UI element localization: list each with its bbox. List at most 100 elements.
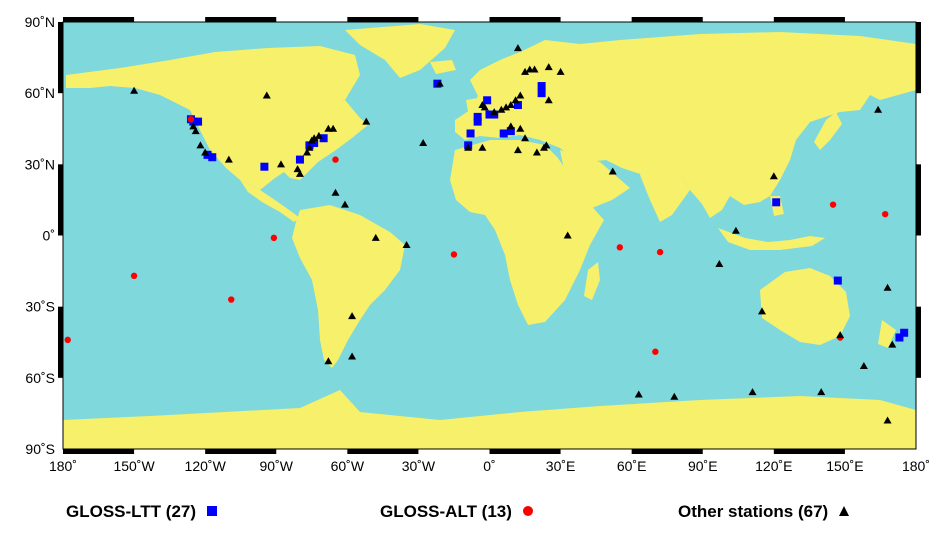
ltt-station-marker <box>772 198 781 207</box>
other-station-marker <box>419 138 428 146</box>
australia <box>760 268 850 345</box>
other-station-marker <box>276 160 285 168</box>
other-station-marker <box>757 307 766 315</box>
frame-bar <box>63 449 135 454</box>
alt-station-marker <box>881 210 889 218</box>
other-station-marker <box>608 167 617 175</box>
other-station-marker <box>731 226 740 234</box>
legend-other-label: Other stations (67) <box>678 502 829 521</box>
lon-label: 90˚W <box>260 458 294 474</box>
ltt-station-marker <box>295 155 304 164</box>
latitude-labels: 90˚N 60˚N 30˚N 0˚ 30˚S 60˚S 90˚S <box>25 14 55 457</box>
lon-label: 180˚ <box>902 458 930 474</box>
frame-bar <box>773 449 845 454</box>
lat-label: 30˚N <box>25 156 55 172</box>
frame-bar <box>347 17 419 22</box>
lat-label: 90˚N <box>25 14 55 30</box>
legend-other: Other stations (67) <box>678 502 850 522</box>
other-station-marker <box>331 188 340 196</box>
other-station-marker <box>836 331 845 339</box>
south-america <box>292 205 405 368</box>
black-triangle-icon <box>838 502 850 522</box>
ltt-station-marker <box>208 153 217 162</box>
ltt-station-marker <box>513 101 522 110</box>
lon-label: 0˚ <box>483 458 495 474</box>
alt-station-marker <box>450 251 458 258</box>
other-station-marker <box>888 340 897 348</box>
other-station-marker <box>670 392 679 400</box>
land-masses <box>63 24 916 449</box>
alt-station-marker <box>616 244 624 251</box>
lat-label: 0˚ <box>43 228 55 244</box>
other-station-marker <box>348 312 357 320</box>
frame-bar <box>205 17 277 22</box>
india <box>640 175 690 222</box>
other-station-marker <box>310 134 319 142</box>
other-station-marker <box>362 117 371 125</box>
other-station-marker <box>874 105 883 113</box>
lon-label: 30˚E <box>546 458 576 474</box>
japan <box>814 112 842 150</box>
alt-station-marker <box>64 336 71 344</box>
frame-bar <box>58 306 63 378</box>
frame-bar <box>631 17 703 22</box>
frame-bar <box>63 17 135 22</box>
other-station-marker <box>817 388 826 396</box>
legend-alt-label: GLOSS-ALT (13) <box>380 502 512 521</box>
other-station-marker <box>521 67 530 75</box>
ltt-station-marker <box>499 129 508 138</box>
other-station-marker <box>883 416 892 424</box>
frame-bar <box>347 449 419 454</box>
frame-bar <box>916 22 921 94</box>
africa <box>450 140 604 325</box>
other-station-marker <box>305 143 314 151</box>
alt-station-marker <box>656 248 664 256</box>
lat-label: 60˚N <box>25 85 55 101</box>
other-station-marker <box>542 141 551 149</box>
other-station-marker <box>314 131 323 139</box>
other-station-marker <box>634 390 643 398</box>
other-station-marker <box>532 148 541 156</box>
other-station-marker <box>130 86 139 94</box>
other-station-marker <box>191 127 200 135</box>
frame-bar <box>58 22 63 94</box>
lon-label: 120˚W <box>185 458 227 474</box>
lon-label: 60˚W <box>331 458 365 474</box>
other-station-marker <box>521 134 530 142</box>
lat-label: 90˚S <box>25 441 55 457</box>
other-station-marker <box>859 361 868 369</box>
ltt-station-marker <box>260 162 269 171</box>
legend-ltt: GLOSS-LTT (27) <box>66 502 218 522</box>
other-station-marker <box>506 122 515 130</box>
lon-label: 180˚ <box>49 458 77 474</box>
alt-station-marker <box>187 116 195 123</box>
lat-label: 30˚S <box>25 299 55 315</box>
other-station-marker <box>544 96 553 104</box>
alt-station-marker <box>332 156 339 163</box>
alt-station-marker <box>652 348 659 355</box>
ltt-station-marker <box>189 117 198 126</box>
other-station-marker <box>497 105 506 113</box>
lon-label: 120˚E <box>755 458 792 474</box>
red-hexagon-icon <box>522 502 534 522</box>
antarctica <box>63 390 916 449</box>
eurasia <box>455 32 916 218</box>
madagascar <box>584 262 600 300</box>
other-station-marker <box>478 143 487 151</box>
other-station-marker <box>516 91 525 99</box>
frame-bar <box>489 17 561 22</box>
ltt-station-marker <box>833 276 842 285</box>
other-station-marker <box>748 388 757 396</box>
frame-bar <box>773 17 845 22</box>
frame-bar <box>58 164 63 236</box>
other-station-marker <box>544 63 553 71</box>
other-station-marker <box>402 240 411 248</box>
frame-bar <box>489 449 561 454</box>
lon-label: 150˚W <box>113 458 155 474</box>
lon-label: 90˚E <box>688 458 718 474</box>
frame-bar <box>916 306 921 378</box>
other-station-marker <box>435 79 444 87</box>
other-station-marker <box>201 148 210 156</box>
ltt-station-marker <box>319 134 328 143</box>
